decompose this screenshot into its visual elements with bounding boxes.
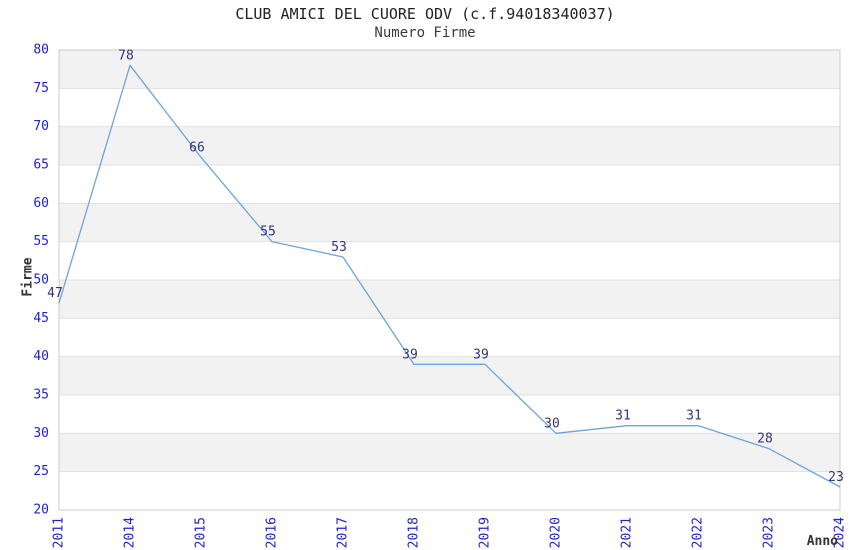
data-label: 47	[47, 286, 63, 301]
grid-band	[59, 356, 840, 395]
y-tick-label: 70	[33, 119, 49, 134]
data-label: 66	[189, 140, 205, 155]
x-tick-label: 2011	[52, 517, 67, 548]
y-tick-label: 80	[33, 43, 49, 58]
grid-band	[59, 203, 840, 242]
data-label: 28	[757, 432, 773, 447]
x-tick-label: 2015	[194, 517, 209, 548]
x-tick-label: 2017	[336, 517, 351, 548]
y-axis-title: Firme	[21, 257, 36, 296]
y-tick-label: 25	[33, 464, 49, 479]
x-tick-label: 2018	[407, 517, 422, 548]
x-tick-label: 2024	[833, 517, 848, 548]
x-tick-label: 2016	[265, 517, 280, 548]
x-tick-label: 2022	[691, 517, 706, 548]
series-line	[58, 64, 841, 488]
data-label: 31	[686, 409, 702, 424]
y-tick-label: 60	[33, 196, 49, 211]
x-tick-label: 2021	[620, 517, 635, 548]
data-label: 53	[331, 240, 347, 255]
data-label: 39	[402, 347, 418, 362]
y-tick-label: 35	[33, 388, 49, 403]
x-tick-label: 2020	[549, 517, 564, 548]
chart-title: CLUB AMICI DEL CUORE ODV (c.f.9401834003…	[235, 5, 615, 23]
plot-border	[58, 49, 841, 511]
grid-band	[59, 280, 840, 319]
data-label: 30	[544, 416, 560, 431]
y-tick-label: 20	[33, 503, 49, 518]
y-tick-label: 30	[33, 426, 49, 441]
data-label: 55	[260, 225, 276, 240]
y-tick-label: 55	[33, 234, 49, 249]
y-tick-label: 75	[33, 81, 49, 96]
y-tick-label: 50	[33, 273, 49, 288]
data-label: 23	[828, 470, 844, 485]
grid-band	[59, 50, 840, 89]
x-axis-title: Anno	[807, 534, 838, 549]
grid-band	[59, 433, 840, 472]
x-tick-label: 2023	[762, 517, 777, 548]
data-label: 39	[473, 347, 489, 362]
chart-subtitle: Numero Firme	[374, 25, 476, 41]
data-label: 31	[615, 409, 631, 424]
x-tick-label: 2014	[123, 517, 138, 548]
y-tick-label: 65	[33, 158, 49, 173]
y-tick-label: 45	[33, 311, 49, 326]
data-label: 78	[118, 48, 134, 63]
x-tick-label: 2019	[478, 517, 493, 548]
y-tick-label: 40	[33, 349, 49, 364]
grid-band	[59, 126, 840, 165]
